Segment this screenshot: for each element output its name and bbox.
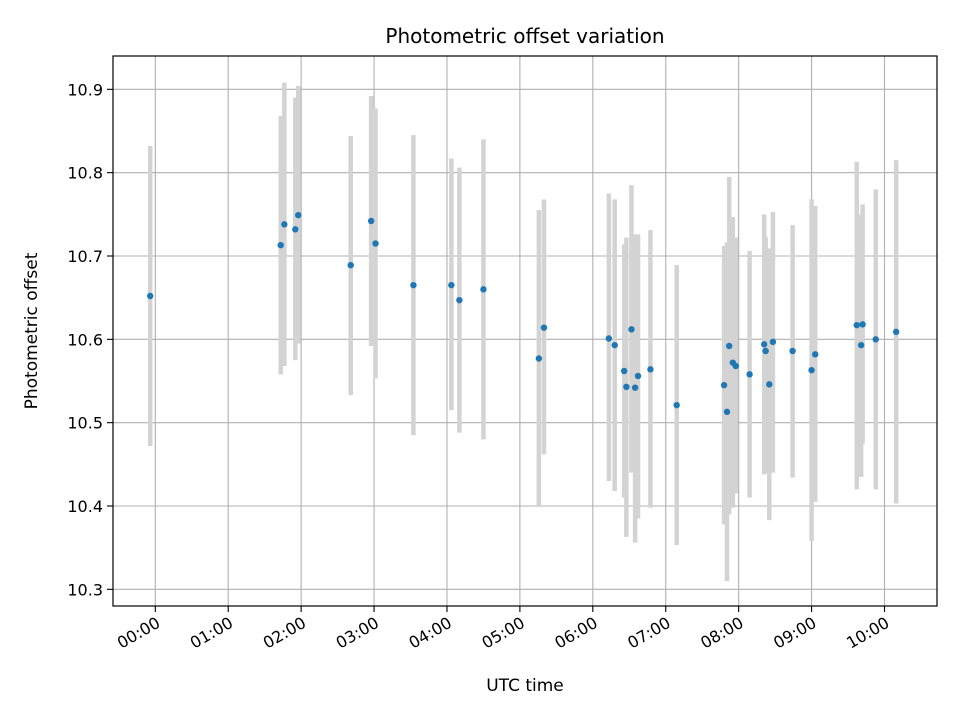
data-point — [295, 211, 302, 219]
data-point — [723, 408, 731, 416]
data-point — [480, 286, 487, 293]
y-tick-label: 10.3 — [67, 580, 103, 599]
x-tick-label: 05:00 — [478, 613, 527, 653]
x-tick-label: 03:00 — [333, 613, 382, 653]
x-tick-label: 04:00 — [406, 613, 455, 653]
data-point — [789, 347, 796, 355]
data-point — [760, 341, 768, 348]
x-tick-label: 07:00 — [624, 613, 673, 653]
data-point — [769, 338, 777, 346]
data-point — [732, 362, 739, 370]
data-point — [292, 226, 299, 233]
data-point — [857, 341, 865, 349]
x-axis-label: UTC time — [486, 676, 564, 696]
data-point — [647, 366, 654, 373]
data-point — [448, 281, 455, 289]
x-tick-label: 01:00 — [187, 613, 236, 653]
x-tick-label: 08:00 — [697, 613, 746, 653]
data-point — [277, 241, 284, 249]
data-point — [762, 347, 769, 355]
y-tick-label: 10.6 — [67, 330, 103, 349]
data-point — [372, 240, 379, 247]
data-point — [611, 341, 618, 349]
y-tick-label: 10.9 — [67, 80, 103, 99]
data-point — [853, 321, 860, 329]
data-point — [456, 296, 463, 304]
x-tick-label: 09:00 — [770, 613, 819, 653]
data-point — [367, 217, 375, 225]
data-point — [634, 372, 642, 380]
data-point — [347, 261, 354, 269]
x-tick-label: 00:00 — [114, 613, 163, 653]
data-point — [605, 335, 613, 342]
y-axis-label: Photometric offset — [22, 252, 42, 409]
data-point — [673, 401, 680, 409]
data-point — [746, 371, 753, 378]
data-point — [540, 324, 548, 331]
data-point — [872, 336, 879, 343]
data-point — [808, 366, 815, 374]
y-tick-label: 10.4 — [67, 497, 103, 516]
data-point — [623, 383, 630, 391]
x-tick-label: 10:00 — [843, 613, 892, 653]
y-tick-label: 10.5 — [67, 414, 103, 433]
data-point — [859, 321, 866, 328]
data-point — [146, 292, 154, 300]
data-point — [535, 355, 543, 362]
data-point — [281, 221, 288, 228]
plot-frame — [112, 55, 938, 607]
y-tick-label: 10.8 — [67, 164, 103, 183]
data-point — [766, 381, 773, 388]
data-point — [620, 367, 628, 375]
y-tick-label: 10.7 — [67, 247, 103, 266]
data-point — [725, 342, 733, 350]
data-point — [812, 351, 819, 358]
data-point — [720, 381, 728, 389]
data-points — [146, 211, 900, 416]
data-point — [631, 384, 639, 391]
data-point — [892, 328, 900, 336]
data-point — [410, 281, 417, 289]
data-point — [628, 326, 635, 333]
grid-lines — [113, 56, 937, 606]
x-tick-label: 02:00 — [260, 613, 309, 653]
x-tick-label: 06:00 — [551, 613, 600, 653]
chart-title: Photometric offset variation — [385, 24, 664, 48]
